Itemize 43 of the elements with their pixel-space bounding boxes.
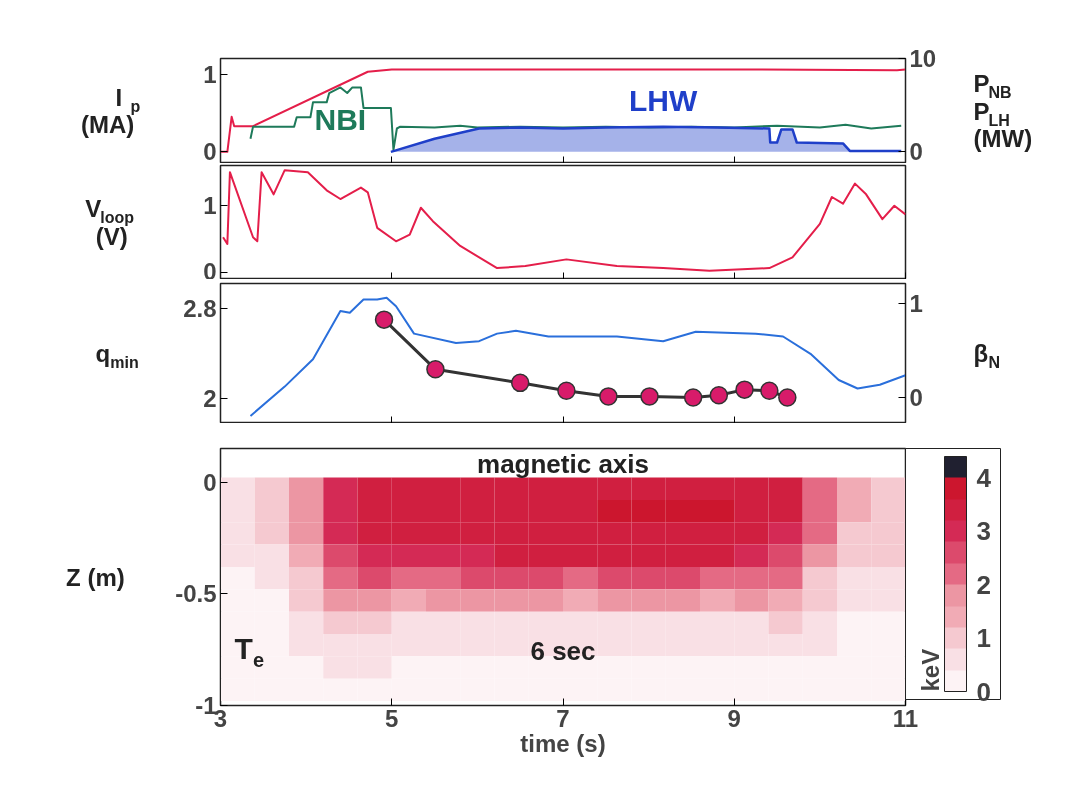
line-series <box>222 169 906 272</box>
y-tick-label: 0 <box>203 468 217 496</box>
color-bar-label: 4 <box>976 462 992 493</box>
x-tick-label: 11 <box>892 704 919 732</box>
annotation: 6 sec <box>530 635 596 666</box>
color-bar-label: 1 <box>976 623 991 654</box>
x-tick-label: 3 <box>213 704 228 732</box>
y2-tick-label: 0 <box>909 138 923 166</box>
point <box>374 310 394 329</box>
point <box>599 387 618 406</box>
point <box>426 360 445 379</box>
line-series <box>220 68 906 153</box>
y2-tick-label: 1 <box>909 289 923 317</box>
point <box>683 388 703 407</box>
y-tick-label: 1 <box>203 192 217 220</box>
color-bar-label: 0 <box>976 676 991 707</box>
y-axis-title: Z (m) <box>66 563 125 591</box>
point <box>760 381 779 400</box>
y2-tick-label: 0 <box>909 384 923 412</box>
point <box>510 373 530 393</box>
color-bar-label: 3 <box>976 516 991 547</box>
line-series <box>249 296 906 417</box>
y-tick-label: 1 <box>203 60 217 88</box>
point <box>778 388 797 407</box>
x-axis-title: time (s) <box>520 729 606 757</box>
y-tick-label: 0 <box>203 138 217 166</box>
x-tick-label: 5 <box>385 704 399 732</box>
y-tick-label: 2 <box>203 385 217 413</box>
x-tick-label: 7 <box>556 704 570 732</box>
point <box>735 380 754 399</box>
series-label: LHW <box>629 84 699 118</box>
annotation: magnetic axis <box>477 448 649 479</box>
color-bar-title: keV <box>916 648 944 692</box>
point <box>640 387 659 406</box>
color-bar-label: 2 <box>976 569 991 600</box>
y-tick-label: 2.8 <box>183 294 217 322</box>
point <box>709 386 729 405</box>
series-label: NBI <box>314 103 367 137</box>
y-tick-label: -0.5 <box>175 580 217 608</box>
point <box>557 381 576 400</box>
y2-tick-label: 10 <box>909 45 937 72</box>
x-tick-label: 9 <box>727 704 741 732</box>
y-tick-label: 0 <box>203 257 217 285</box>
